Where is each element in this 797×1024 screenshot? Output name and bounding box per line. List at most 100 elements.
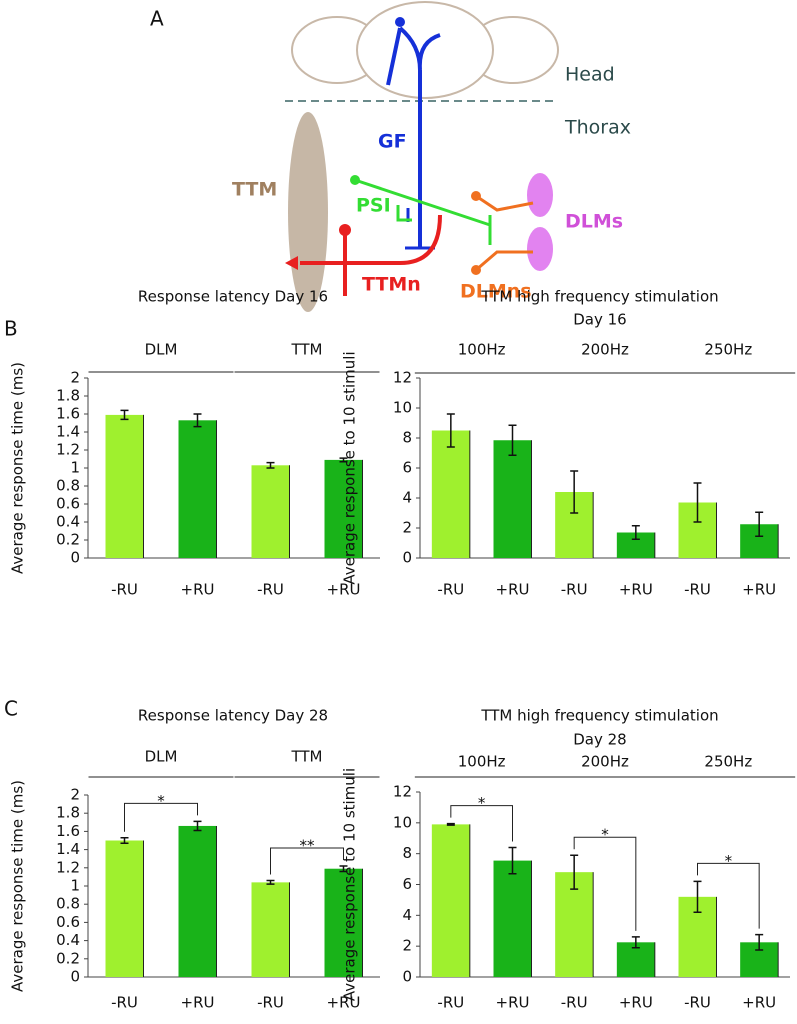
significance-label: ** [300,836,316,854]
panel-label: A [150,7,164,31]
x-tick-label: -RU [437,994,464,1012]
significance-bracket [573,836,637,931]
panel-label: B [4,317,18,341]
y-tick-label: 1.8 [56,804,80,822]
dlmn-soma [471,191,481,201]
y-tick-label: 8 [402,844,412,862]
error-bar [755,511,764,537]
group-label: 100Hz [458,341,506,359]
y-tick-label: 1.2 [56,441,80,459]
y-tick-label: 6 [402,459,412,477]
bar [493,860,532,977]
x-tick-label: +RU [327,994,361,1012]
bar [178,825,217,977]
y-tick-label: 2 [70,786,80,804]
y-tick-label: 10 [393,813,412,831]
y-tick-label: 0.6 [56,913,80,931]
significance-bracket [697,862,760,929]
y-axis-label: Average response to 10 stimuli [341,768,359,1001]
x-tick-label: +RU [619,581,653,599]
y-axis-label: Average response time (ms) [9,780,27,992]
y-tick-label: 0.4 [56,513,80,531]
x-tick-label: +RU [181,994,215,1012]
y-axis-label: Average response time (ms) [9,362,27,574]
x-tick-label: +RU [181,581,215,599]
y-tick-label: 1.4 [56,840,80,858]
chart-title: Response latency Day 28 [138,707,328,725]
x-tick-label: -RU [561,581,588,599]
label-head: Head [565,64,615,86]
significance-label: * [601,826,609,844]
error-bar [339,457,348,463]
label-dlmns: DLMns [460,281,532,303]
error-bar [693,880,702,913]
y-tick-label: 12 [393,783,412,801]
bar [251,882,290,977]
y-tick-label: 2 [70,369,80,387]
x-tick-label: -RU [684,994,711,1012]
y-tick-label: 12 [393,369,412,387]
bar [431,430,470,558]
x-tick-label: -RU [111,994,138,1012]
y-tick-label: 1 [70,459,80,477]
group-label: TTM [290,341,322,359]
y-tick-label: 4 [402,906,412,924]
ttm-muscle [288,112,328,312]
y-tick-label: 0 [70,968,80,986]
x-tick-label: -RU [437,581,464,599]
gf-neuron [386,26,441,248]
bar [324,459,363,558]
group-label: 100Hz [458,753,506,771]
y-tick-label: 0.8 [56,477,80,495]
error-bar [339,865,348,873]
bar [251,465,290,558]
chart-subtitle: Day 28 [573,731,626,749]
error-bar [193,820,202,832]
error-bar [266,879,275,885]
y-tick-label: 1.2 [56,858,80,876]
y-tick-label: 1.6 [56,822,80,840]
y-tick-label: 0 [402,968,412,986]
y-tick-label: 2 [402,519,412,537]
x-tick-label: -RU [257,994,284,1012]
dlmn-neuron [475,194,534,272]
group-label: TTM [290,748,322,766]
y-axis-label: Average response to 10 stimuli [341,351,359,584]
x-tick-label: +RU [327,581,361,599]
error-bar [446,822,455,826]
significance-bracket [124,802,198,832]
head-outline [356,1,494,99]
bar [324,868,363,977]
error-bar [120,409,129,421]
ttmn-neuron [300,214,442,296]
y-tick-label: 4 [402,489,412,507]
significance-bracket [270,847,344,875]
significance-bracket [450,805,513,842]
group-label: DLM [145,341,178,359]
significance-label: * [478,794,486,812]
label-gf: GF [378,131,407,153]
psi-neuron [354,178,492,245]
bar [431,824,470,977]
y-tick-label: 8 [402,429,412,447]
dlmn-soma [471,265,481,275]
x-tick-label: -RU [561,994,588,1012]
psi-soma [350,175,360,185]
dlm-muscle [527,227,553,271]
y-tick-label: 10 [393,399,412,417]
chart-title: Response latency Day 16 [138,288,328,306]
significance-label: * [725,852,733,870]
y-tick-label: 0 [70,549,80,567]
gf-soma [395,17,405,27]
group-label: 250Hz [704,753,752,771]
chart-title: TTM high frequency stimulation [480,707,718,725]
bar [105,840,144,977]
y-tick-label: 0.2 [56,949,80,967]
x-tick-label: -RU [257,581,284,599]
y-tick-label: 0.6 [56,495,80,513]
dlm-muscle [527,173,553,217]
error-bar [631,936,640,949]
y-tick-label: 1 [70,877,80,895]
significance-label: * [157,792,165,810]
